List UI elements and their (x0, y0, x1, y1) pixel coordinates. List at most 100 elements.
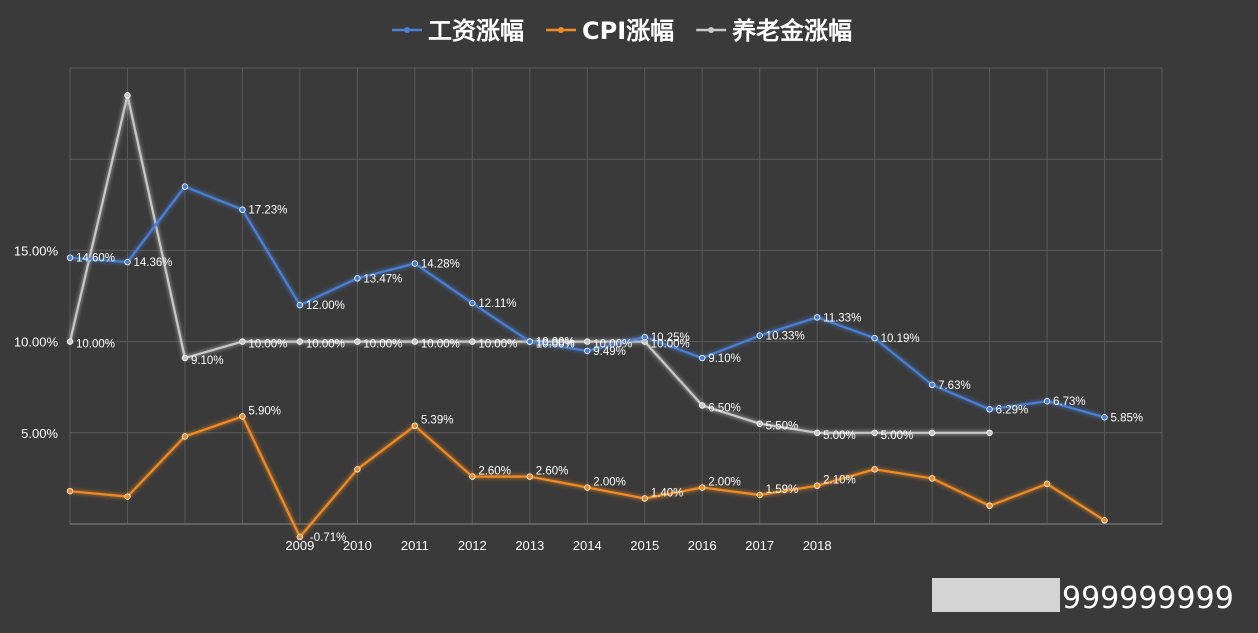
watermark: 999999999 (932, 578, 1234, 616)
data-point (584, 484, 591, 491)
data-label: 10.00% (478, 339, 517, 351)
data-point (354, 466, 361, 473)
data-label: 5.00% (881, 430, 914, 442)
data-label: 10.00% (421, 339, 460, 351)
data-point (756, 420, 763, 427)
legend-item: 工资涨幅 (392, 17, 524, 45)
legend-marker (708, 27, 715, 33)
data-point (354, 275, 361, 282)
x-tick-label: 2015 (630, 538, 659, 553)
data-label: 10.00% (536, 339, 575, 351)
series-1 (66, 413, 1108, 541)
x-tick-label: 2011 (401, 538, 429, 553)
data-point (641, 495, 648, 502)
data-point (756, 332, 763, 339)
data-label: 6.73% (1053, 396, 1086, 408)
legend-label: 养老金涨幅 (731, 17, 852, 45)
legend: 工资涨幅 CPI涨幅 养老金涨幅 (392, 17, 852, 45)
data-point (66, 254, 74, 261)
data-label: 2.00% (708, 477, 741, 489)
data-point (699, 402, 706, 409)
x-tick-label: 2009 (285, 538, 314, 553)
data-point (699, 354, 706, 362)
data-point (1101, 517, 1108, 524)
data-point (181, 354, 189, 362)
data-point (354, 338, 361, 345)
y-axis: 5.00% 10.00% 15.00% (14, 243, 59, 440)
data-label: 10.25% (651, 332, 690, 344)
data-label: 10.00% (651, 339, 690, 351)
legend-label: CPI涨幅 (582, 17, 674, 45)
data-label: 10.19% (881, 333, 920, 345)
data-label: 9.10% (708, 353, 741, 365)
data-point (411, 422, 419, 429)
data-point (986, 429, 993, 436)
data-point (641, 333, 648, 341)
data-point (871, 334, 878, 342)
data-label: 10.00% (363, 339, 402, 351)
data-label: 14.36% (133, 257, 172, 269)
data-label: 7.63% (938, 380, 971, 392)
data-label: 2.60% (478, 466, 511, 478)
data-point (986, 406, 993, 413)
data-label: 11.33% (823, 312, 861, 324)
data-label: 9.10% (191, 355, 224, 367)
data-point (928, 381, 936, 389)
data-point (813, 314, 821, 321)
data-point (239, 413, 246, 420)
data-label: 10.00% (536, 337, 575, 349)
data-point (813, 429, 821, 436)
x-tick-label: 2012 (458, 538, 487, 553)
data-point (411, 260, 419, 267)
data-label: 6.50% (708, 402, 741, 414)
data-point (239, 338, 246, 345)
data-point (871, 466, 878, 473)
data-label: 14.60% (76, 253, 115, 265)
data-label: 17.23% (248, 205, 287, 217)
data-point (871, 429, 878, 436)
data-labels: 14.60% 14.36% 17.23% 12.00% 13.47% 14.28% 12.1… (76, 205, 1143, 544)
data-label: 10.00% (248, 339, 287, 351)
x-tick-label: 2014 (573, 538, 602, 553)
data-point (181, 183, 189, 190)
data-point (584, 347, 591, 355)
data-label: 10.00% (76, 339, 115, 351)
data-point (469, 299, 476, 307)
x-tick-label: 2016 (688, 538, 717, 553)
data-label: 12.11% (478, 298, 516, 310)
data-point (584, 338, 591, 345)
data-label: 5.39% (421, 415, 454, 427)
series-0 (66, 183, 1108, 421)
y-tick-label: 15.00% (14, 243, 59, 258)
data-label: 1.59% (766, 484, 799, 496)
data-point (986, 502, 993, 509)
data-label: 1.40% (651, 487, 684, 499)
legend-marker (404, 27, 410, 33)
data-point (469, 338, 476, 345)
legend-label: 工资涨幅 (428, 17, 524, 45)
data-point (239, 206, 246, 213)
data-label: 5.00% (823, 430, 856, 442)
data-label: -0.71% (310, 532, 346, 544)
data-point (526, 338, 533, 345)
data-point (1043, 398, 1051, 405)
x-tick-label: 2018 (803, 538, 832, 553)
legend-item: 养老金涨幅 (696, 17, 852, 45)
data-label: 10.00% (306, 339, 345, 351)
data-point (928, 429, 936, 436)
data-point (296, 301, 304, 309)
x-tick-label: 2017 (745, 538, 774, 553)
data-label: 9.49% (593, 346, 626, 358)
data-label: 12.00% (306, 300, 345, 312)
data-point (124, 258, 131, 266)
data-label: 2.00% (593, 477, 626, 489)
data-label: 14.28% (421, 259, 460, 271)
data-point (526, 473, 533, 480)
data-label: 5.90% (248, 405, 281, 417)
data-point (756, 491, 763, 499)
data-label: 2.10% (823, 475, 856, 487)
y-tick-label: 5.00% (21, 426, 58, 441)
data-point (66, 338, 74, 345)
